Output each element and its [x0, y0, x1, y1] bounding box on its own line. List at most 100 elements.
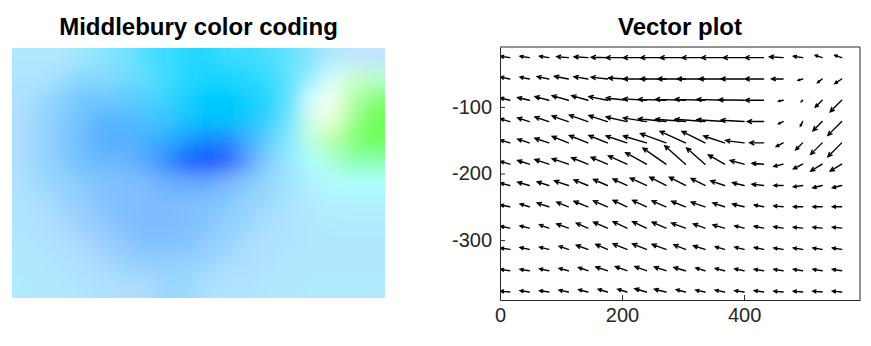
arrow	[552, 136, 568, 143]
arrow	[501, 118, 510, 121]
arrow	[669, 177, 685, 185]
arrow	[569, 135, 587, 143]
arrow	[613, 244, 627, 250]
arrow	[579, 267, 588, 271]
flow-cell	[94, 48, 117, 70]
flow-cell	[12, 89, 34, 112]
flow-cell	[94, 276, 117, 298]
flow-cell	[239, 110, 262, 133]
flow-cell	[239, 235, 262, 258]
arrow	[754, 225, 763, 228]
arrow	[650, 177, 666, 185]
arrow	[589, 135, 607, 143]
flow-cell	[32, 193, 55, 216]
arrow	[813, 268, 822, 271]
arrow	[721, 77, 744, 81]
flow-cell	[322, 110, 345, 133]
flow-cell	[198, 48, 221, 70]
arrow	[520, 76, 529, 79]
arrow	[559, 268, 568, 271]
arrow	[501, 204, 510, 207]
flow-cell	[363, 48, 385, 70]
flow-cell	[177, 110, 200, 133]
arrow	[702, 56, 725, 60]
flow-cell	[363, 151, 385, 174]
flow-cell	[52, 151, 75, 174]
arrow	[518, 182, 530, 186]
figure: Middlebury color codingVector plot020040…	[0, 0, 871, 346]
arrow	[633, 222, 647, 229]
arrow	[735, 290, 744, 293]
flow-cell	[156, 151, 179, 174]
flow-cell	[115, 48, 138, 70]
flow-cell	[239, 276, 262, 298]
flow-cell	[363, 235, 385, 258]
flow-cell	[363, 255, 385, 278]
arrow	[779, 122, 784, 124]
arrow	[574, 201, 588, 207]
arrow	[591, 157, 607, 164]
flow-cell	[12, 172, 34, 195]
flow-cell	[363, 276, 385, 298]
y-axis: -300-200-100	[452, 48, 505, 301]
arrow	[520, 203, 529, 206]
flow-cell	[94, 130, 117, 153]
arrow	[552, 95, 568, 100]
flow-cell	[260, 110, 283, 133]
flow-cell	[280, 255, 303, 278]
x-tick-label: 200	[606, 304, 639, 326]
flow-cell	[156, 276, 179, 298]
arrow	[635, 288, 647, 292]
flow-cell	[156, 235, 179, 258]
flow-cell	[135, 276, 158, 298]
arrow	[596, 266, 608, 270]
flow-cells	[12, 48, 385, 298]
flow-cell	[218, 151, 241, 174]
arrow	[793, 55, 802, 58]
arrow	[793, 226, 802, 229]
arrow	[832, 247, 841, 250]
arrow	[613, 179, 627, 186]
y-tick-mark	[500, 174, 505, 175]
arrow	[576, 223, 588, 228]
flow-cell	[52, 48, 75, 70]
flow-cell	[177, 276, 200, 298]
arrow	[711, 180, 725, 185]
arrow	[745, 98, 763, 102]
flow-cell	[177, 235, 200, 258]
arrow	[654, 266, 666, 270]
flow-cell	[52, 235, 75, 258]
arrow	[745, 77, 763, 81]
arrow	[696, 289, 705, 292]
panel-title: Middlebury color coding	[59, 13, 338, 40]
flow-cell	[363, 172, 385, 195]
x-axis: 0200400	[495, 295, 861, 326]
flow-cell	[115, 89, 138, 112]
flow-cell	[322, 130, 345, 153]
flow-cell	[343, 214, 366, 237]
arrow	[569, 115, 587, 122]
x-tick-label: 0	[495, 304, 506, 326]
flow-cell	[12, 235, 34, 258]
flow-cell	[322, 151, 345, 174]
flow-cell	[94, 193, 117, 216]
arrow	[559, 246, 568, 250]
flow-cell	[32, 151, 55, 174]
flow-cell	[135, 110, 158, 133]
flow-cell	[260, 276, 283, 298]
arrow	[793, 164, 802, 169]
arrow	[754, 247, 763, 250]
arrow	[754, 204, 763, 207]
arrow	[813, 185, 822, 188]
flow-cell	[198, 235, 221, 258]
arrow	[572, 95, 588, 100]
flow-cell	[280, 48, 303, 70]
arrow	[815, 55, 822, 58]
arrow	[832, 205, 841, 208]
arrow	[518, 139, 530, 143]
arrow	[574, 75, 588, 79]
flow-cell	[94, 172, 117, 195]
flow-cell	[177, 255, 200, 278]
flow-cell	[73, 68, 96, 91]
arrow	[704, 135, 725, 142]
